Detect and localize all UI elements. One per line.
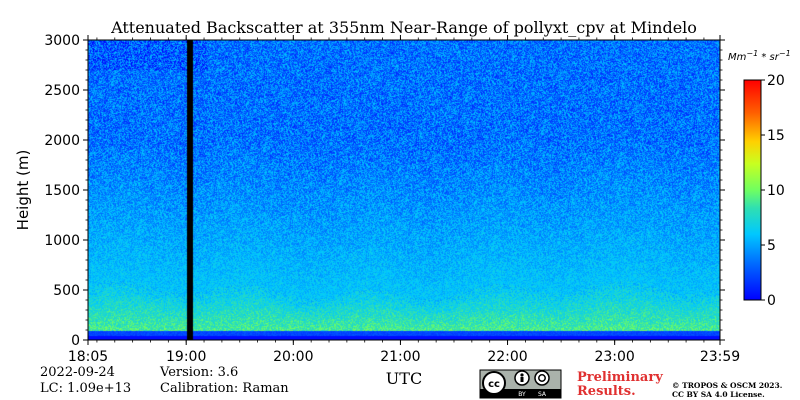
by-text: BY [518, 391, 526, 398]
footer-calibration: Calibration: Raman [160, 381, 289, 396]
sa-text: SA [538, 391, 547, 398]
x-tick-label: 23:59 [700, 349, 740, 365]
x-axis: 18:05 19:00 20:00 21:00 22:00 23:00 23:59 [68, 35, 740, 365]
copyright-line-2: CC BY SA 4.0 License. [672, 390, 765, 399]
x-tick-label: 22:00 [487, 349, 527, 365]
y-tick-label: 500 [53, 283, 80, 299]
y-tick-label: 1500 [44, 183, 80, 199]
colorbar-tick-label: 15 [767, 128, 785, 144]
y-axis: 0 500 1000 1500 2000 2500 3000 [44, 33, 725, 349]
heatmap-area [88, 40, 720, 340]
chart-title: Attenuated Backscatter at 355nm Near-Ran… [110, 18, 697, 37]
y-axis-label: Height (m) [14, 150, 32, 231]
sa-share-icon [534, 370, 550, 386]
colorbar: Mm−1 * sr−1 0 5 10 15 20 [728, 49, 791, 309]
x-tick-label: 21:00 [380, 349, 420, 365]
cc-text: cc [488, 379, 500, 390]
colorbar-ticks: 0 5 10 15 20 [761, 73, 785, 309]
copyright-line-1: © TROPOS & OSCM 2023. [672, 381, 782, 390]
y-tick-label: 3000 [44, 33, 80, 49]
preliminary-line-1: Preliminary [577, 370, 663, 385]
colorbar-tick-label: 5 [767, 238, 776, 254]
x-tick-label: 23:00 [594, 349, 634, 365]
footer-date: 2022-09-24 [40, 365, 115, 380]
y-tick-label: 2500 [44, 83, 80, 99]
x-tick-label: 18:05 [68, 349, 108, 365]
y-tick-label: 1000 [44, 233, 80, 249]
cc-icon [482, 371, 506, 395]
colorbar-tick-label: 20 [767, 73, 785, 89]
cc-license-badge: cc BY SA [479, 369, 562, 399]
y-tick-label: 2000 [44, 133, 80, 149]
x-axis-label: UTC [386, 369, 422, 388]
colorbar-tick-label: 10 [767, 183, 785, 199]
preliminary-line-2: Results. [577, 384, 636, 399]
footer-version: Version: 3.6 [159, 365, 238, 380]
colorbar-tick-label: 0 [767, 293, 776, 309]
y-tick-label: 0 [71, 333, 80, 349]
colorbar-scale [743, 79, 762, 301]
colorbar-unit: Mm−1 * sr−1 [728, 49, 791, 63]
x-tick-label: 19:00 [166, 349, 206, 365]
x-tick-label: 20:00 [273, 349, 313, 365]
footer-lc: LC: 1.09e+13 [40, 381, 131, 396]
